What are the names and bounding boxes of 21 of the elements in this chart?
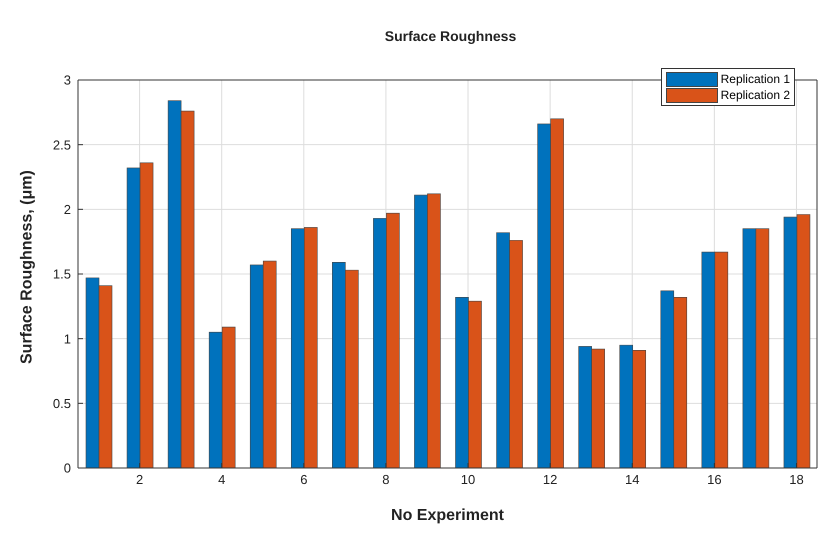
x-tick-label: 4: [218, 472, 226, 488]
y-tick-label: 3: [64, 72, 71, 88]
x-tick-label: 2: [136, 472, 144, 488]
x-tick-label: 18: [789, 472, 804, 488]
legend-label: Replication 2: [720, 87, 790, 103]
x-tick-label: 8: [382, 472, 390, 488]
x-tick-label: 16: [707, 472, 722, 488]
y-axis-title: Surface Roughness, (μm): [18, 170, 36, 364]
x-axis-title: No Experiment: [391, 507, 505, 524]
y-tick-label: 1: [64, 331, 71, 346]
legend-label: Replication 1: [720, 71, 790, 87]
x-tick-label: 12: [542, 472, 558, 488]
chart-title: Surface Roughness: [384, 28, 518, 44]
y-tick-label: 1.5: [52, 266, 71, 282]
y-tick-label: 0: [64, 460, 71, 476]
x-tick-label: 6: [300, 472, 308, 488]
y-tick-label: 2.5: [52, 137, 71, 152]
y-tick-label: 2: [64, 202, 71, 217]
x-tick-label: 14: [625, 472, 640, 488]
x-tick-label: 10: [460, 472, 476, 488]
y-tick-label: 0.5: [52, 396, 71, 411]
